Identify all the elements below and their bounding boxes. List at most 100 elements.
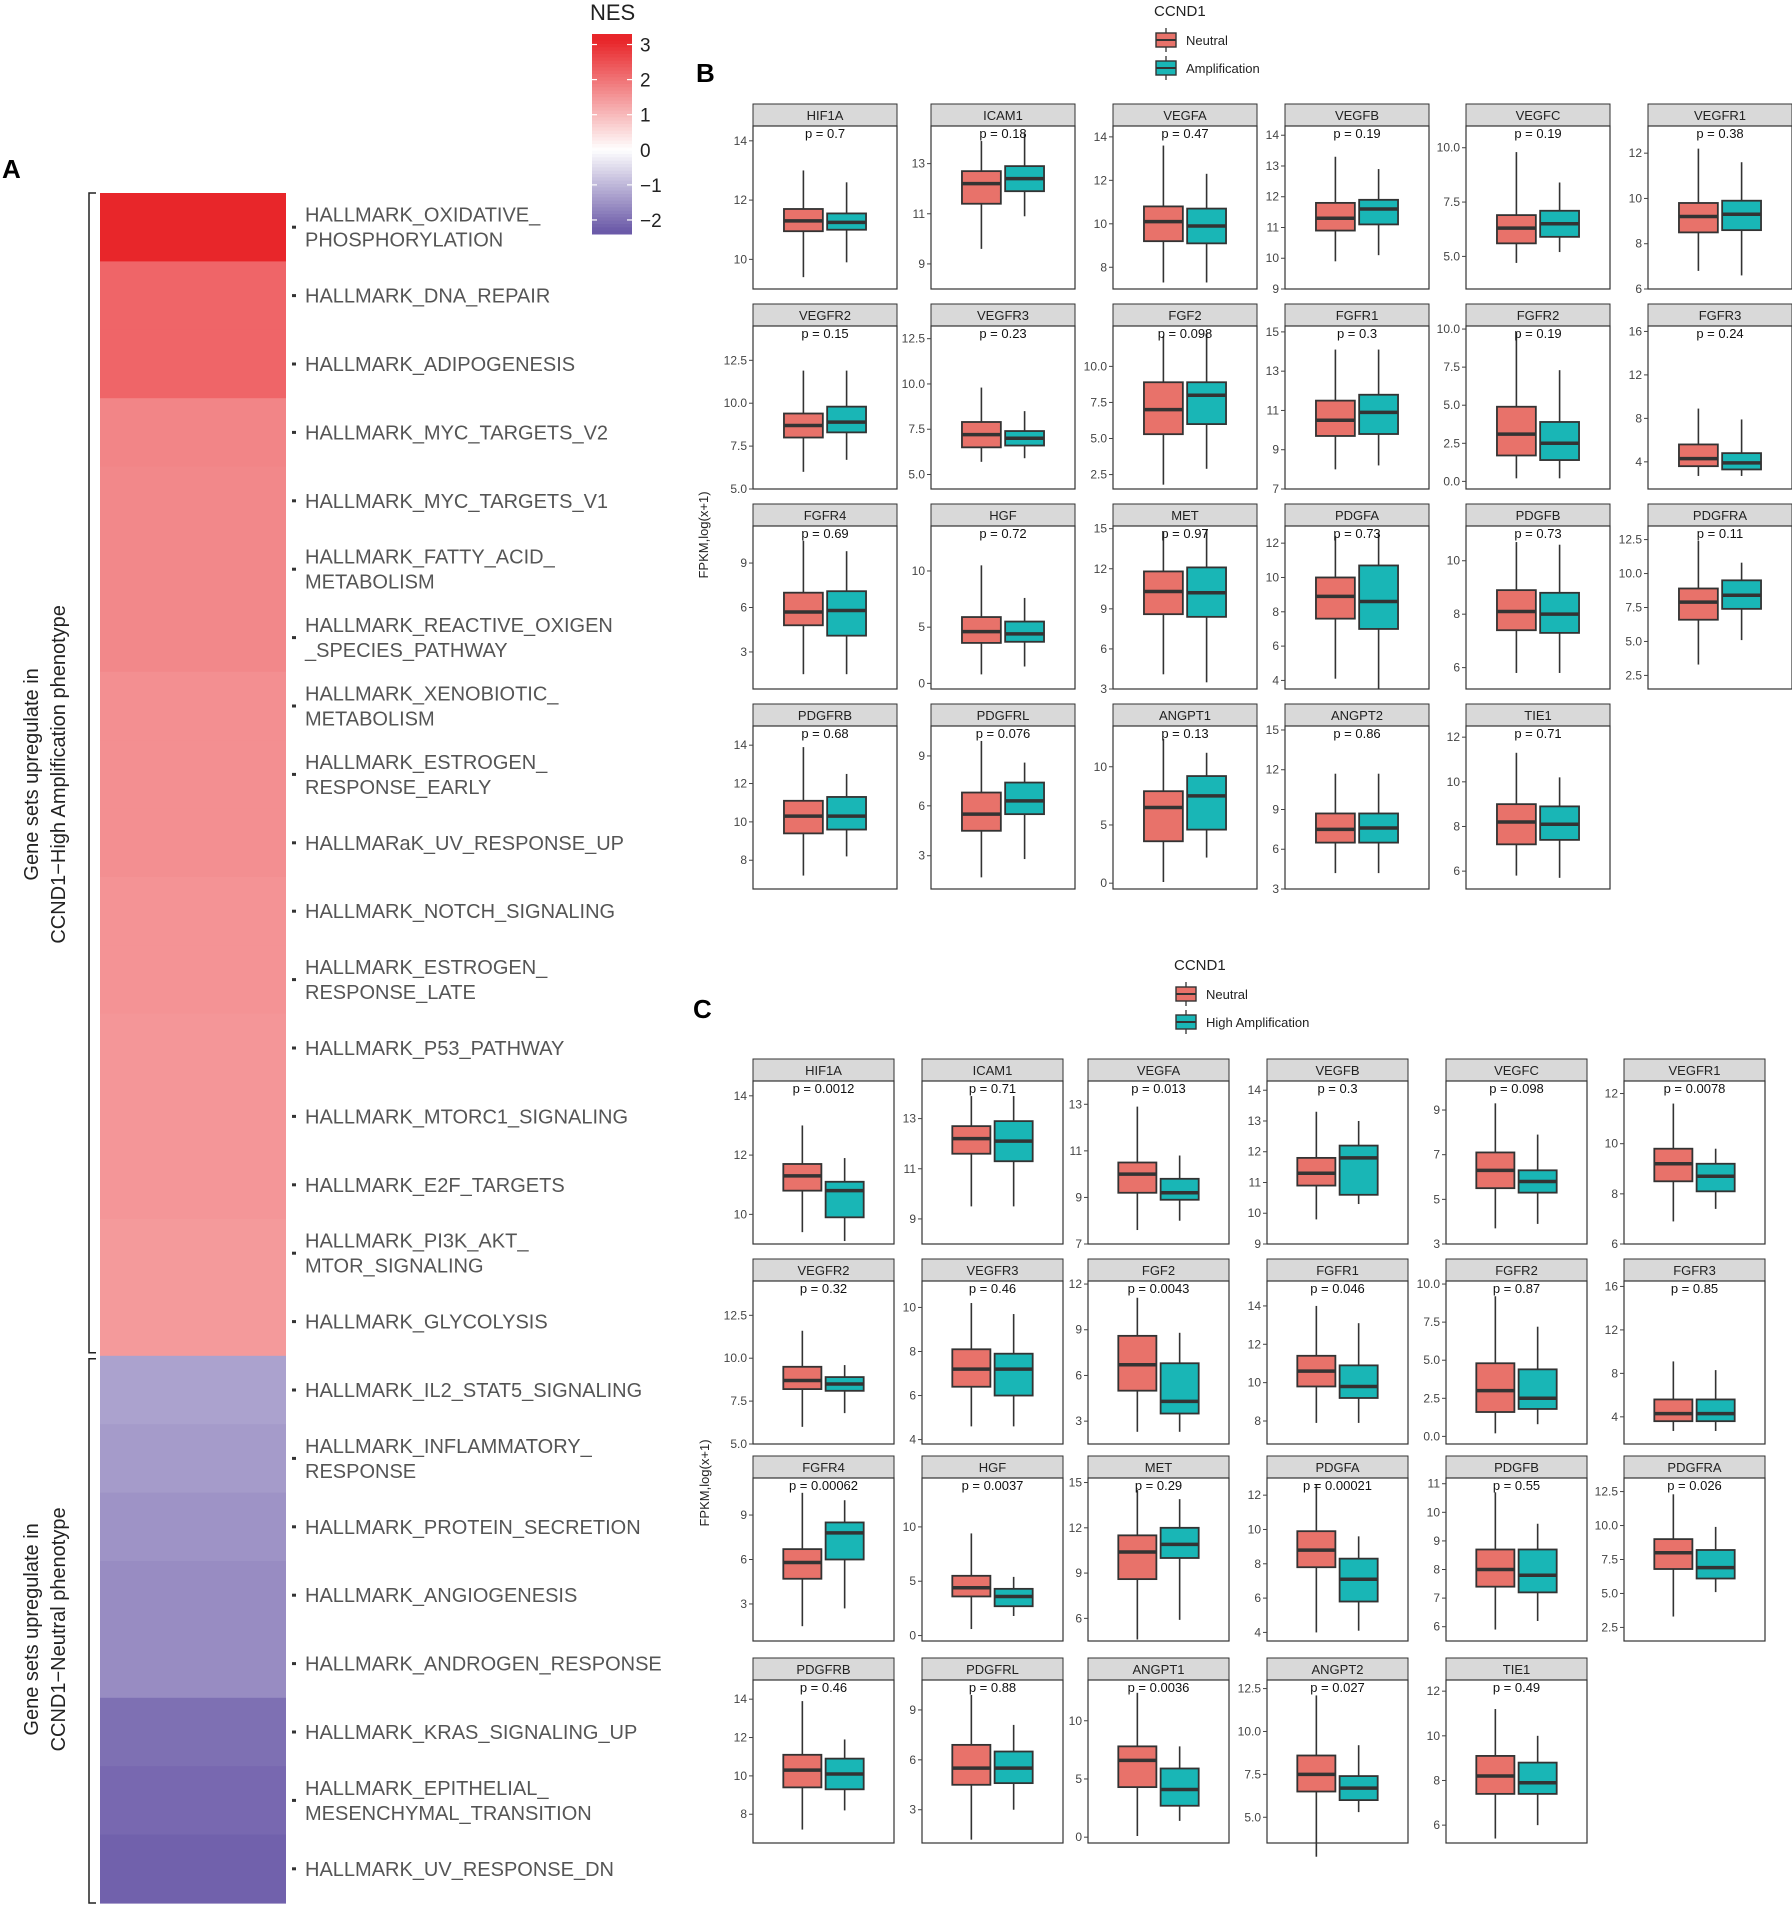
facet-fgfr3: FGFR3 4 8 12 16 p = 0.85 (1605, 1258, 1766, 1445)
facet-plot-area (1284, 725, 1430, 890)
heatmap-cell (100, 329, 286, 399)
y-tick-label: 6 (740, 1553, 747, 1567)
heatmap-row-label: HALLMARK_OXIDATIVE_ PHOSPHORYLATION (305, 205, 541, 252)
y-tick-label: 7.5 (1090, 395, 1107, 409)
y-tick-label: 14 (734, 1692, 748, 1706)
facet-title: VEGFR3 (966, 1263, 1018, 1278)
y-tick-label: 14 (734, 738, 748, 752)
nes-legend-step (592, 150, 632, 155)
y-tick-label: 3 (740, 1597, 747, 1611)
nes-legend-tick: 3 (640, 36, 651, 57)
p-value: p = 0.97 (1161, 526, 1208, 541)
heatmap-row-tick (292, 294, 296, 298)
facet-plot-area (1647, 525, 1792, 690)
p-value: p = 0.47 (1161, 126, 1208, 141)
heatmap-cell (100, 466, 286, 536)
facet-title: VEGFA (1137, 1063, 1181, 1078)
heatmap-row-tick (292, 704, 296, 708)
y-tick-label: 3 (1272, 882, 1279, 896)
box-amplification (1004, 620, 1045, 643)
box-neutral (1143, 205, 1184, 243)
facet-hif1a: HIF1A 10 12 14 p = 0.0012 (734, 1058, 895, 1245)
y-tick-label: 8 (1635, 411, 1642, 425)
facet-vegfr3: VEGFR3 5.0 7.5 10.0 12.5 p = 0.23 (902, 303, 1076, 490)
y-tick-label: 10.0 (1084, 359, 1108, 373)
facet-plot-area (1623, 1477, 1766, 1642)
y-tick-label: 12 (734, 1148, 748, 1162)
y-tick-label: 9 (740, 1508, 747, 1522)
y-tick-label: 5.0 (1423, 1353, 1440, 1367)
y-tick-label: 12 (734, 1731, 748, 1745)
y-tick-label: 5.0 (1443, 249, 1460, 263)
facet-plot-area (1445, 1679, 1588, 1844)
y-tick-label: 2.5 (1625, 668, 1642, 682)
box-high-amplification (1159, 1767, 1200, 1807)
boxplot-panel-b: CCND1 Neutral Amplification FPKM,log(x+1) HI… (696, 3, 1792, 896)
y-axis-label: FPKM,log(x+1) (697, 1439, 712, 1526)
nes-legend-step (592, 104, 632, 108)
y-tick-label: 8 (1453, 607, 1460, 621)
facet-plot-area (1445, 1080, 1588, 1245)
box-neutral (783, 591, 824, 627)
nes-legend-step (592, 180, 632, 185)
nes-legend-step (592, 174, 632, 178)
nes-legend-step (592, 137, 632, 142)
box-neutral (1678, 587, 1719, 621)
heatmap-row-tick (292, 909, 296, 913)
y-tick-label: 9 (918, 257, 925, 271)
y-tick-label: 14 (734, 1089, 748, 1103)
y-tick-label: 5.0 (730, 482, 747, 496)
nes-legend-step (592, 214, 632, 218)
heatmap-row-tick (292, 978, 296, 982)
nes-legend-step (592, 60, 632, 65)
nes-legend-step (592, 44, 632, 48)
panel-b-letter: B (696, 58, 715, 88)
y-tick-label: 0.0 (1423, 1429, 1440, 1443)
facet-fgfr4: FGFR4 3 6 9 p = 0.69 (740, 503, 898, 690)
facet-vegfr1: VEGFR1 6 8 10 12 p = 0.38 (1629, 103, 1792, 296)
p-value: p = 0.15 (801, 326, 848, 341)
box-amplification (1358, 198, 1399, 226)
facet-met: MET 3 6 9 12 15 p = 0.97 (1094, 503, 1258, 696)
facet-title: FGFR3 (1699, 308, 1742, 323)
panel-a-letter: A (2, 154, 21, 184)
y-tick-label: 8 (740, 1807, 747, 1821)
y-tick-label: 6 (1100, 642, 1107, 656)
y-tick-label: 6 (1635, 282, 1642, 296)
nes-legend-step (592, 87, 632, 92)
facet-title: PDGFA (1315, 1460, 1359, 1475)
y-tick-label: 12 (1069, 1521, 1083, 1535)
facet-plot-area (1465, 525, 1611, 690)
y-tick-label: 12 (1266, 763, 1280, 777)
heatmap-cell (100, 877, 286, 946)
y-tick-label: 8 (1611, 1187, 1618, 1201)
box-neutral (1315, 399, 1356, 437)
facet-fgfr2: FGFR2 0.0 2.5 5.0 7.5 10.0 p = 0.87 (1417, 1258, 1588, 1445)
y-tick-label: 10 (1447, 775, 1461, 789)
y-tick-label: 6 (1272, 842, 1279, 856)
y-tick-label: 14 (1248, 1083, 1262, 1097)
y-tick-label: 12 (1447, 730, 1461, 744)
heatmap-row-tick (292, 841, 296, 845)
p-value: p = 0.32 (800, 1281, 847, 1296)
box-high-amplification (1159, 1362, 1200, 1415)
y-tick-label: 2.5 (1423, 1391, 1440, 1405)
p-value: p = 0.19 (1333, 126, 1380, 141)
p-value: p = 0.046 (1310, 1281, 1365, 1296)
y-tick-label: 12 (1094, 562, 1108, 576)
y-tick-label: 10.0 (1619, 567, 1643, 581)
facet-plot-area (1445, 1280, 1588, 1445)
y-tick-label: 6 (918, 799, 925, 813)
y-tick-label: 12 (1266, 190, 1280, 204)
facet-plot-area (752, 1280, 895, 1445)
heatmap-row-label: HALLMARK_ANGIOGENESIS (305, 1585, 577, 1607)
y-tick-label: 14 (1094, 130, 1108, 144)
y-tick-label: 6 (909, 1389, 916, 1403)
y-tick-label: 10 (912, 564, 926, 578)
y-tick-label: 12.5 (1595, 1485, 1619, 1499)
box-amplification (1186, 775, 1227, 831)
nes-legend-step (592, 34, 632, 38)
nes-legend-step (592, 147, 632, 152)
facet-pdgfra: PDGFRA 2.5 5.0 7.5 10.0 12.5 p = 0.026 (1595, 1455, 1766, 1642)
